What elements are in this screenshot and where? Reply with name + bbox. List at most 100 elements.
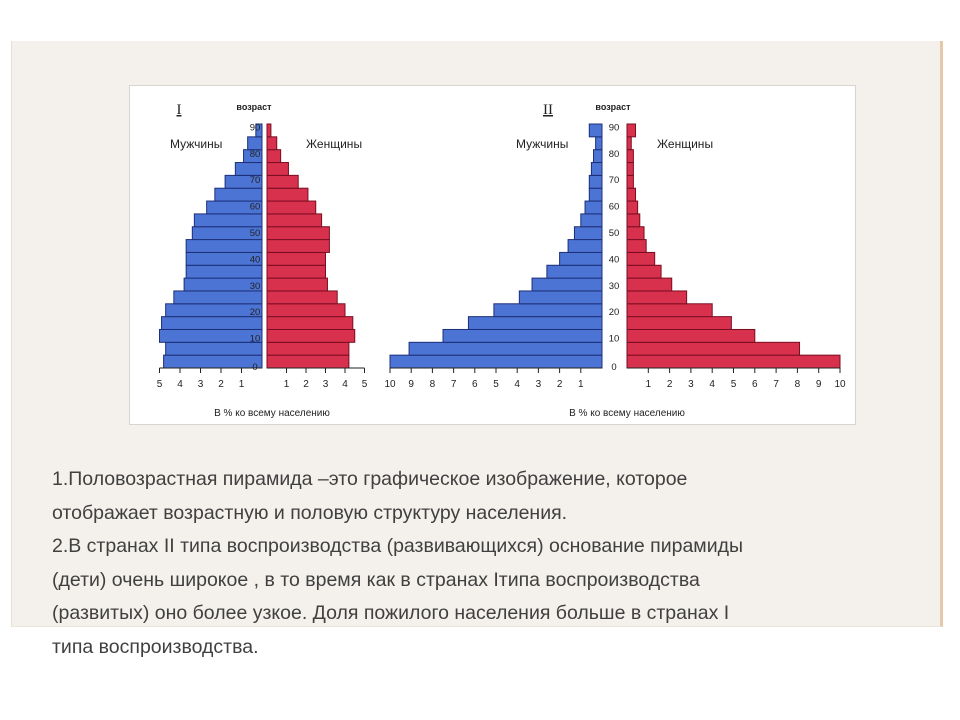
bar-male <box>165 341 263 356</box>
x-tick-label: 9 <box>408 379 414 390</box>
bar-female <box>626 277 673 292</box>
bar-female <box>626 316 732 330</box>
x-tick-label: 10 <box>834 379 846 390</box>
bar-female <box>626 251 656 266</box>
bar-female <box>266 328 356 343</box>
age-axis-header: возраст <box>236 102 272 112</box>
bar-male <box>588 187 603 202</box>
x-tick-label: 4 <box>177 379 183 390</box>
bar-male <box>214 187 263 202</box>
bar-male <box>518 290 603 305</box>
bar-male <box>546 264 603 279</box>
bar-female <box>266 277 328 292</box>
x-tick-label: 8 <box>430 379 436 390</box>
caption-line: отображает возрастную и половую структур… <box>52 501 568 524</box>
age-tick-label: 90 <box>609 122 620 133</box>
bar-male <box>193 213 263 228</box>
x-tick-label: 6 <box>752 379 758 390</box>
bar-male <box>408 341 603 356</box>
bar-male <box>185 239 263 253</box>
age-tick-label: 70 <box>250 175 261 186</box>
bar-female <box>626 187 637 202</box>
age-tick-label: 70 <box>609 175 620 186</box>
bar-female <box>626 341 801 356</box>
x-tick-label: 3 <box>536 379 542 390</box>
age-tick-label: 10 <box>250 334 261 345</box>
bar-female <box>626 213 641 228</box>
bar-female <box>626 239 647 253</box>
bar-female <box>266 264 326 279</box>
x-tick-label: 9 <box>816 379 822 390</box>
x-tick-label: 10 <box>384 379 396 390</box>
bar-male <box>493 303 603 318</box>
bar-female <box>626 174 634 189</box>
bar-male <box>467 316 603 330</box>
bar-female <box>626 264 662 279</box>
x-tick-label: 8 <box>795 379 801 390</box>
bar-female <box>266 187 309 202</box>
bar-male <box>580 213 603 228</box>
bar-male <box>588 123 603 138</box>
bar-female <box>266 123 272 138</box>
age-tick-label: 60 <box>250 202 261 213</box>
bar-male <box>163 354 263 369</box>
bar-male <box>531 277 603 292</box>
age-tick-label: 50 <box>609 228 620 239</box>
x-tick-label: 3 <box>323 379 329 390</box>
x-tick-label: 2 <box>557 379 563 390</box>
bar-female <box>266 149 282 164</box>
age-tick-label: 50 <box>250 228 261 239</box>
caption-line: (дети) очень широкое , в то время как в … <box>52 568 700 591</box>
x-tick-label: 1 <box>284 379 290 390</box>
age-tick-label: 30 <box>609 281 620 292</box>
x-tick-label: 6 <box>472 379 478 390</box>
x-tick-label: 5 <box>157 379 163 390</box>
bar-female <box>266 200 317 215</box>
bar-male <box>159 328 263 343</box>
legend-female-label: Женщины <box>657 137 713 151</box>
x-axis-title: В % ко всему населению <box>214 408 330 419</box>
age-tick-label: 60 <box>609 202 620 213</box>
caption-line: 2.В странах II типа воспроизводства (раз… <box>52 535 743 557</box>
bar-female <box>266 290 338 305</box>
x-tick-label: 2 <box>303 379 309 390</box>
x-axis-title: В % ко всему населению <box>569 408 685 419</box>
bar-female <box>266 316 354 330</box>
bar-female <box>266 239 330 253</box>
x-tick-label: 1 <box>239 379 245 390</box>
bar-male <box>165 303 263 318</box>
bar-female <box>626 303 713 318</box>
x-tick-label: 5 <box>362 379 368 390</box>
bar-female <box>626 123 637 138</box>
x-tick-label: 2 <box>667 379 673 390</box>
bar-male <box>173 290 263 305</box>
bar-male <box>595 136 603 151</box>
bar-female <box>266 303 346 318</box>
bar-female <box>626 354 841 369</box>
bar-female <box>266 354 350 369</box>
bar-male <box>185 264 263 279</box>
x-tick-label: 5 <box>493 379 499 390</box>
age-tick-label: 40 <box>250 254 261 265</box>
age-tick-label: 80 <box>609 149 620 160</box>
bar-male <box>590 162 603 176</box>
age-tick-label: 20 <box>609 307 620 318</box>
x-tick-label: 3 <box>198 379 204 390</box>
x-tick-label: 4 <box>514 379 520 390</box>
legend-male-label: Мужчины <box>170 137 222 151</box>
bar-male <box>442 328 603 343</box>
bar-male <box>573 226 603 241</box>
x-tick-label: 7 <box>773 379 779 390</box>
legend-female-label: Женщины <box>306 137 362 151</box>
bar-female <box>266 174 299 189</box>
age-tick-label: 80 <box>250 149 261 160</box>
x-tick-label: 1 <box>578 379 584 390</box>
age-tick-label: 40 <box>609 254 620 265</box>
bar-male <box>161 316 263 330</box>
bar-male <box>588 174 603 189</box>
caption-line: (развитых) оно более узкое. Доля пожилог… <box>52 602 730 624</box>
bar-male <box>389 354 603 369</box>
age-tick-label: 20 <box>250 307 261 318</box>
slide-background: 0 10 20 30 40 50 60 70 80 90 возраст I Мужчины Женщин… <box>11 41 943 658</box>
caption-line: 1.Половозрастная пирамида –это графическ… <box>52 468 688 490</box>
